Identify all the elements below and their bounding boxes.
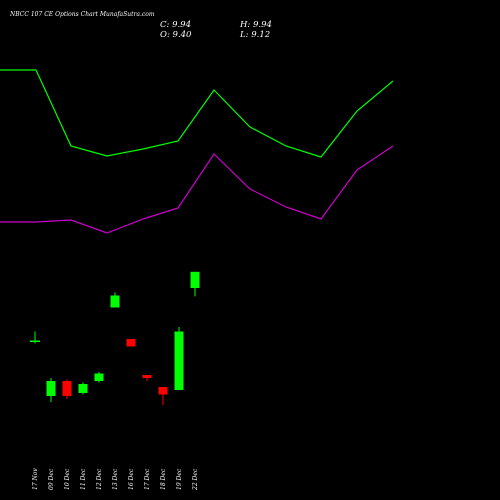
date-label: 17 Dec (144, 468, 151, 490)
candle-body (174, 331, 184, 390)
chart-title: NBCC 107 CE Options Chart MunafaSutra.co… (9, 11, 155, 18)
candle-body (46, 381, 56, 396)
candle-body (158, 387, 168, 395)
overlay-line-1 (0, 69, 394, 158)
date-label: 16 Dec (128, 468, 135, 490)
date-label: 19 Dec (176, 468, 183, 490)
date-label: 18 Dec (160, 468, 167, 490)
date-axis: 17 Nov 09 Dec 10 Dec 11 Dec 12 Dec 13 Dec 16 D… (32, 468, 199, 491)
close-readout: C: 9.94 (160, 20, 191, 30)
date-label: 12 Dec (96, 468, 103, 490)
overlay-lines (0, 69, 394, 234)
candle-5 (94, 372, 104, 383)
candle-10 (174, 327, 184, 390)
overlay-line-2 (0, 145, 394, 234)
date-label: 11 Dec (80, 468, 87, 490)
candle-body (110, 295, 120, 308)
open-readout: O: 9.40 (160, 30, 192, 40)
candle-body (62, 381, 72, 396)
candle-body (126, 339, 136, 347)
candle-3 (62, 379, 72, 399)
candle-6 (110, 292, 120, 308)
candle-body (94, 373, 104, 381)
candle-9 (158, 387, 168, 405)
candles (30, 271, 200, 405)
candle-8 (142, 375, 152, 381)
candle-1 (30, 331, 40, 344)
candle-body (78, 384, 88, 393)
date-label: 17 Nov (32, 468, 39, 490)
candle-11 (190, 271, 200, 297)
high-readout: H: 9.94 (239, 20, 272, 30)
date-label: 10 Dec (64, 468, 71, 490)
date-label: 09 Dec (48, 468, 55, 490)
candle-body (142, 375, 152, 378)
date-label: 13 Dec (112, 468, 119, 490)
date-label: 22 Dec (192, 468, 199, 491)
low-readout: L: 9.12 (239, 30, 270, 40)
candle-body (30, 340, 40, 342)
candle-2 (46, 378, 56, 402)
candle-4 (78, 382, 88, 395)
candle-7 (126, 339, 136, 347)
candle-body (190, 271, 200, 288)
